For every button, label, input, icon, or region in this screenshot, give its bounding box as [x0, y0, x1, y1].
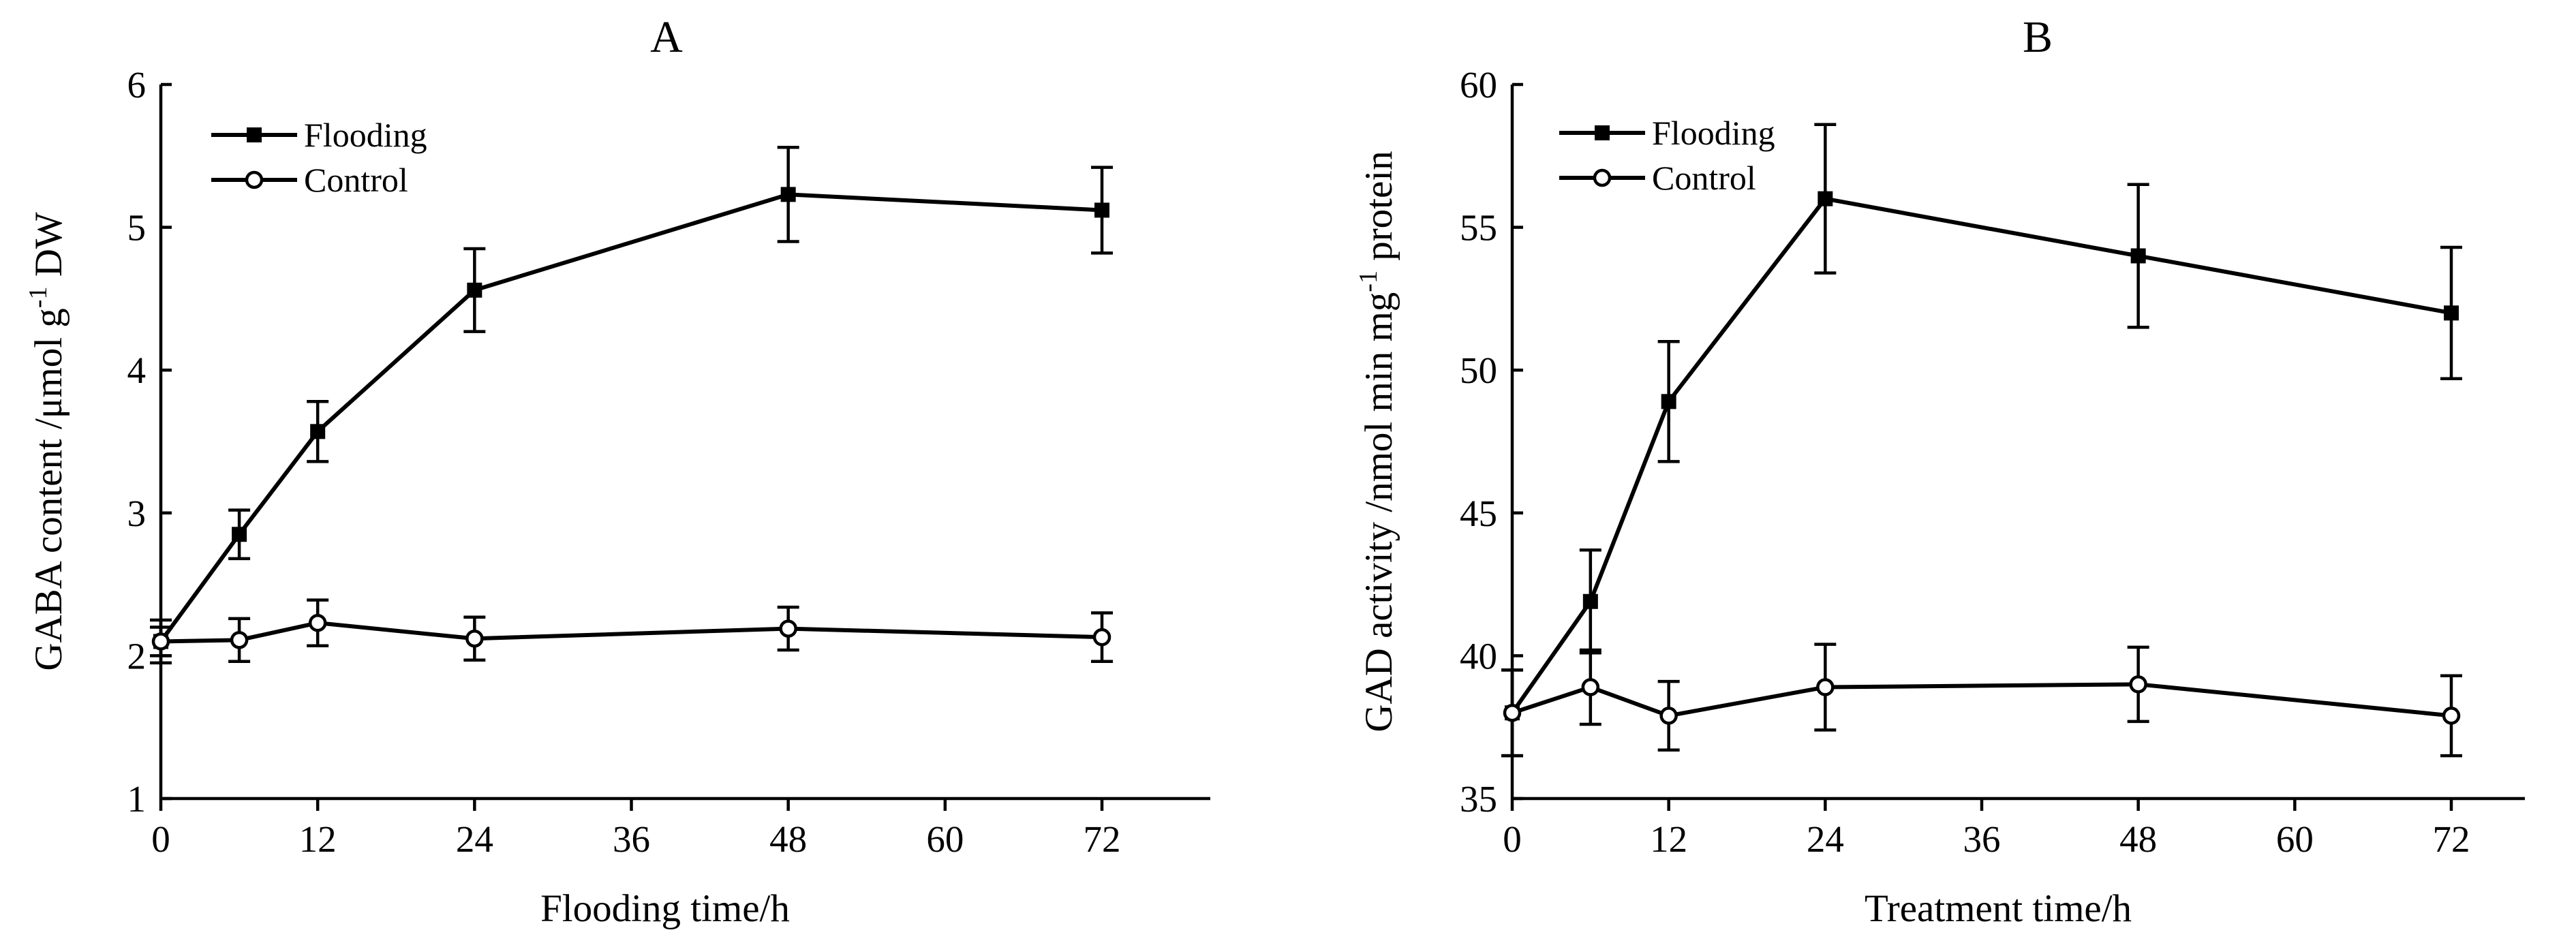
x-tick-label: 12	[1650, 818, 1687, 860]
y-tick-label: 40	[1460, 635, 1497, 677]
y-axis-label-main: GAD activity /nmol min mg	[1358, 292, 1400, 732]
data-point	[151, 632, 170, 651]
y-tick-label: 50	[1460, 350, 1497, 391]
legend-marker	[1595, 125, 1610, 140]
data-point	[230, 631, 249, 649]
data-point	[1659, 707, 1678, 725]
data-point	[1092, 628, 1111, 647]
series-line	[1510, 196, 2452, 714]
y-axis-label: GABA content /μmol g-1 DW	[24, 212, 70, 671]
data-point	[2129, 675, 2147, 694]
data-point	[465, 629, 484, 648]
x-tick-label: 60	[2276, 818, 2314, 860]
x-tick-label: 48	[2119, 818, 2157, 860]
series-line	[159, 192, 1103, 643]
y-tick-label: 55	[1460, 207, 1497, 249]
y-tick-label: 5	[127, 207, 147, 249]
data-point	[2442, 707, 2461, 725]
x-tick-label: 0	[151, 818, 170, 860]
y-tick-label: 4	[127, 350, 147, 391]
x-tick-label: 72	[2433, 818, 2470, 860]
legend-label: Control	[304, 161, 408, 199]
series-line	[1512, 682, 2452, 718]
data-point	[780, 187, 796, 202]
y-tick-label: 45	[1460, 493, 1497, 534]
legend-marker	[247, 127, 262, 142]
y-tick-label: 60	[1460, 64, 1497, 106]
legend-label: Control	[1652, 159, 1756, 197]
y-axis-label-superscript: -1	[24, 287, 52, 309]
data-point	[1818, 191, 1833, 206]
y-axis-label-superscript: -1	[1354, 270, 1383, 292]
data-point	[467, 282, 482, 298]
y-tick-label: 35	[1460, 778, 1497, 820]
y-axis-label-main: GABA content /μmol g	[27, 308, 70, 670]
legend-marker	[1593, 168, 1612, 187]
x-tick-label: 36	[1963, 818, 2001, 860]
x-tick-label: 36	[613, 818, 650, 860]
legend-marker	[245, 170, 264, 189]
legend-label: Flooding	[304, 116, 427, 154]
data-point	[779, 619, 797, 638]
x-tick-label: 60	[926, 818, 964, 860]
x-tick-label: 12	[299, 818, 337, 860]
data-point	[1816, 678, 1835, 696]
data-point	[308, 613, 327, 632]
data-point	[1094, 202, 1109, 218]
series-control	[150, 598, 1113, 664]
series-flooding	[150, 145, 1113, 665]
panel-title: A	[650, 12, 683, 62]
y-tick-label: 3	[127, 493, 147, 534]
y-axis-label-tail: protein	[1358, 151, 1400, 270]
x-tick-label: 48	[769, 818, 807, 860]
x-tick-label: 24	[1807, 818, 1844, 860]
data-point	[2130, 248, 2146, 264]
x-axis-label: Flooding time/h	[540, 887, 790, 930]
series-line	[160, 621, 1103, 644]
x-tick-label: 0	[1503, 818, 1522, 860]
y-tick-label: 6	[127, 64, 147, 106]
data-point	[1581, 678, 1600, 696]
y-tick-label: 1	[127, 778, 147, 820]
x-tick-label: 72	[1084, 818, 1121, 860]
y-axis-label: GAD activity /nmol min mg-1 protein	[1354, 151, 1400, 732]
data-point	[232, 527, 247, 542]
panel-title: B	[2023, 12, 2053, 62]
panel-b-gad-activity: B 35 40 45 50 55 60 0 12 24 36 48 60 72 Treatment time…	[1354, 12, 2525, 930]
y-tick-label: 2	[127, 635, 147, 677]
x-tick-label: 24	[456, 818, 493, 860]
data-point	[2444, 305, 2459, 321]
data-point	[1661, 394, 1676, 409]
x-axis-label: Treatment time/h	[1865, 887, 2132, 930]
series-flooding	[1501, 123, 2462, 758]
y-axis-label-tail: DW	[27, 212, 70, 286]
data-point	[310, 424, 326, 439]
legend-label: Flooding	[1652, 114, 1775, 152]
series-control	[1501, 643, 2462, 758]
data-point	[1503, 703, 1522, 722]
data-point	[1582, 593, 1598, 609]
